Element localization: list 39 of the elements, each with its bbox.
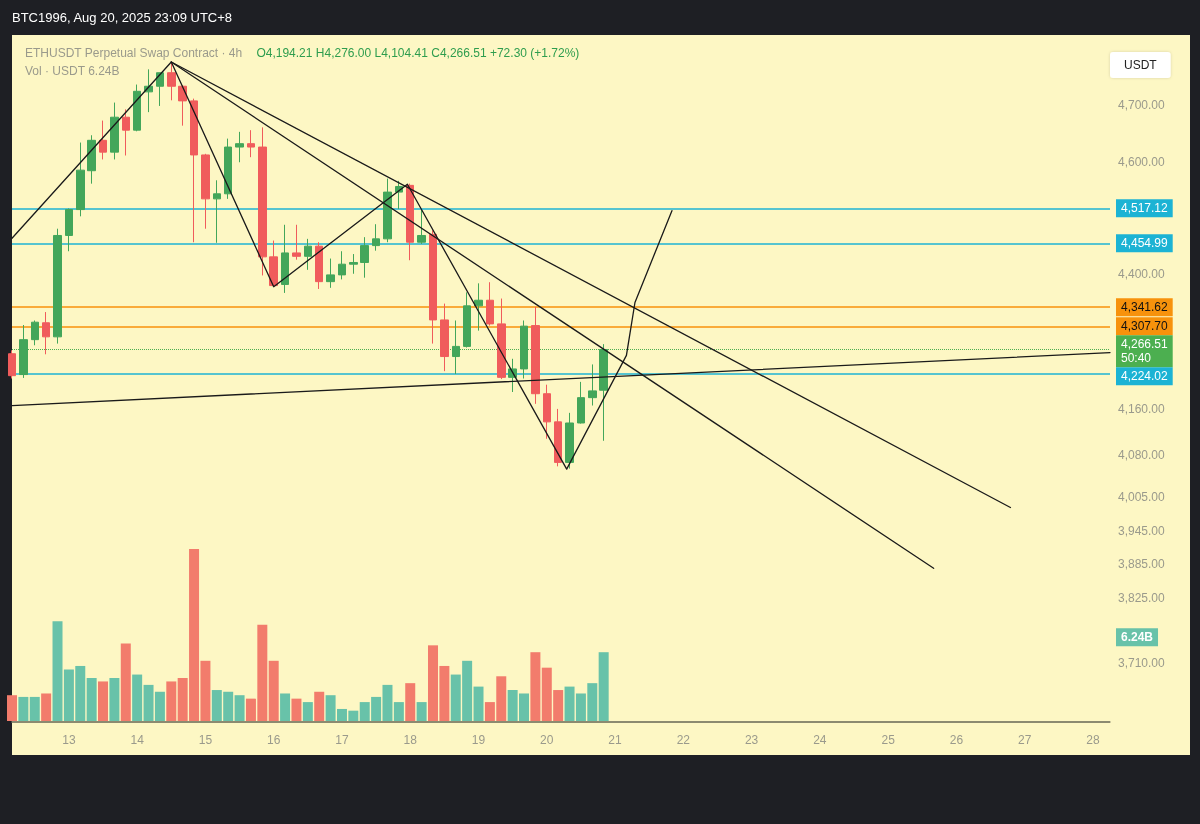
y-tick-label: 4,005.00 <box>1118 489 1166 504</box>
x-tick-label: 24 <box>813 733 827 747</box>
y-tick-label: 4,700.00 <box>1118 98 1166 113</box>
x-tick-label: 18 <box>403 733 418 747</box>
ref-line-label: 4,341.62 <box>1121 300 1169 315</box>
y-tick-label: 3,825.00 <box>1118 591 1166 606</box>
ref-line-label: 4,266.51 <box>1121 337 1169 352</box>
x-tick-label: 13 <box>62 733 76 747</box>
x-tick-label: 19 <box>471 733 486 747</box>
x-tick-label: 17 <box>335 733 349 747</box>
text: BTC1996, Aug 20, 2025 23:09 UTC+8 <box>12 10 233 25</box>
chart-title: Vol · USDT 6.24B <box>25 64 120 78</box>
x-tick-label: 25 <box>881 733 896 747</box>
x-tick-label: 23 <box>744 733 759 747</box>
x-tick-label: 14 <box>130 733 145 747</box>
y-tick-label: 4,080.00 <box>1118 447 1166 462</box>
y-tick-label: 4,400.00 <box>1118 267 1166 282</box>
y-tick-label: 4,160.00 <box>1118 402 1166 417</box>
x-tick-label: 28 <box>1086 733 1100 747</box>
ref-line-label: 4,307.70 <box>1121 319 1169 334</box>
x-tick-label: 20 <box>540 733 554 747</box>
x-tick-label: 26 <box>949 733 964 747</box>
y-tick-label: 3,945.00 <box>1118 523 1166 538</box>
y-tick-label: 4,600.00 <box>1118 154 1166 169</box>
x-tick-label: 16 <box>267 733 281 747</box>
y-axis-title: USDT <box>1124 58 1158 72</box>
x-tick-label: 15 <box>198 733 213 747</box>
y-tick-label: 3,710.00 <box>1118 655 1166 670</box>
ref-line-label: 4,454.99 <box>1121 236 1169 251</box>
ref-line-label: 4,224.02 <box>1121 369 1169 384</box>
x-tick-label: 27 <box>1017 733 1032 747</box>
text: 6.24B <box>1121 630 1154 645</box>
text: O4,194.21 H4,276.00 L4,104.41 C4,266.51 +72.30 (+1.72%) <box>256 46 580 60</box>
ref-line-label: 4,517.12 <box>1121 201 1169 216</box>
text: 50:40 <box>1121 351 1152 366</box>
y-tick-label: 3,885.00 <box>1118 557 1166 572</box>
x-tick-label: 22 <box>676 733 691 747</box>
text: ETHUSDT Perpetual Swap Contract · 4h <box>25 46 243 60</box>
x-tick-label: 21 <box>608 733 623 747</box>
